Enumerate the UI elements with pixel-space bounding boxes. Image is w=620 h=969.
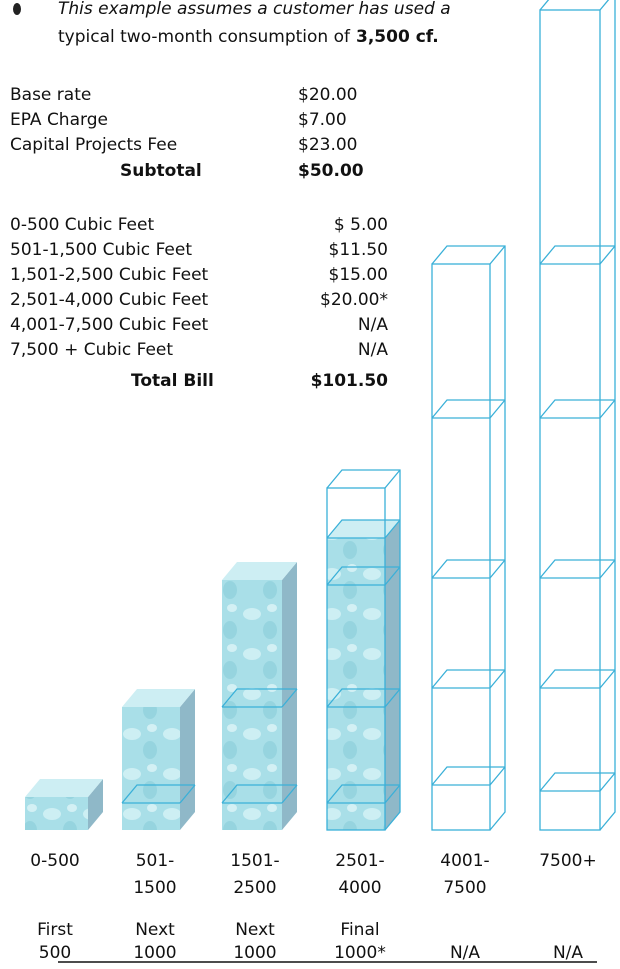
page: {"intro": {"line1": "This example assume… bbox=[0, 0, 620, 965]
tier-amount: $15.00 bbox=[329, 265, 388, 285]
box-outline bbox=[432, 246, 505, 830]
step-label: Final bbox=[340, 920, 379, 940]
column-box bbox=[432, 246, 505, 830]
tier-label: 7,500 + Cubic Feet bbox=[10, 340, 173, 360]
box-outline bbox=[540, 0, 615, 830]
column-box bbox=[122, 689, 195, 830]
tier-amount: $11.50 bbox=[329, 240, 388, 260]
level-line bbox=[490, 400, 505, 418]
water-front bbox=[122, 707, 180, 830]
tier-amount: $20.00* bbox=[320, 290, 388, 310]
tier-amount: N/A bbox=[358, 340, 388, 360]
box-outline bbox=[540, 10, 600, 830]
range-label: 4001- bbox=[440, 851, 489, 871]
level-line bbox=[540, 670, 615, 688]
total-label: Total Bill bbox=[131, 371, 214, 391]
tier-amount: N/A bbox=[358, 315, 388, 335]
tier-label: 1,501-2,500 Cubic Feet bbox=[10, 265, 209, 285]
column-box bbox=[327, 470, 400, 830]
step-label: N/A bbox=[553, 943, 583, 963]
box-outline bbox=[600, 0, 615, 10]
fee-amount: $7.00 bbox=[298, 110, 347, 130]
box-outline bbox=[490, 246, 505, 264]
tier-label: 4,001-7,500 Cubic Feet bbox=[10, 315, 209, 335]
column-box bbox=[540, 0, 615, 830]
level-line bbox=[540, 560, 615, 578]
range-label: 2500 bbox=[233, 878, 276, 898]
step-label: 500 bbox=[39, 943, 71, 963]
infographic: This example assumes a customer has used… bbox=[0, 0, 620, 965]
level-line bbox=[600, 560, 615, 578]
bullet bbox=[13, 3, 21, 15]
subtotal-label: Subtotal bbox=[120, 161, 202, 181]
step-label: 1000 bbox=[133, 943, 176, 963]
range-label: 7500 bbox=[443, 878, 486, 898]
level-line bbox=[600, 773, 615, 791]
level-line bbox=[540, 773, 615, 791]
water-side bbox=[180, 689, 195, 830]
level-line bbox=[432, 670, 505, 688]
tier-label: 501-1,500 Cubic Feet bbox=[10, 240, 192, 260]
step-label: N/A bbox=[450, 943, 480, 963]
intro-line: typical two-month consumption of bbox=[58, 27, 351, 47]
range-label: 501- bbox=[136, 851, 175, 871]
total-amount: $101.50 bbox=[311, 371, 389, 391]
box-outline bbox=[432, 264, 490, 830]
step-label: 1000 bbox=[233, 943, 276, 963]
water-front bbox=[327, 538, 385, 830]
step-label: Next bbox=[235, 920, 275, 940]
level-line bbox=[490, 767, 505, 785]
level-line bbox=[490, 560, 505, 578]
level-line bbox=[540, 400, 615, 418]
tier-amount: $ 5.00 bbox=[334, 215, 388, 235]
tier-label: 2,501-4,000 Cubic Feet bbox=[10, 290, 209, 310]
level-line bbox=[540, 246, 615, 264]
water-front bbox=[25, 797, 88, 830]
range-label: 7500+ bbox=[539, 851, 597, 871]
range-label: 4000 bbox=[338, 878, 381, 898]
step-label: 1000* bbox=[334, 943, 386, 963]
fee-label: Base rate bbox=[10, 85, 91, 105]
fee-amount: $23.00 bbox=[298, 135, 357, 155]
level-line bbox=[600, 670, 615, 688]
tier-label: 0-500 Cubic Feet bbox=[10, 215, 154, 235]
intro-emphasis: 3,500 cf. bbox=[356, 27, 439, 47]
fee-label: EPA Charge bbox=[10, 110, 108, 130]
step-label: Next bbox=[135, 920, 175, 940]
range-label: 2501- bbox=[335, 851, 384, 871]
step-label: First bbox=[37, 920, 73, 940]
water-side bbox=[282, 562, 297, 830]
text-layer: This example assumes a customer has used… bbox=[10, 0, 597, 963]
level-line bbox=[600, 400, 615, 418]
fee-label: Capital Projects Fee bbox=[10, 135, 177, 155]
level-line bbox=[432, 560, 505, 578]
range-label: 1501- bbox=[230, 851, 279, 871]
intro-line: This example assumes a customer has used… bbox=[58, 0, 451, 19]
box-outline bbox=[385, 470, 400, 488]
level-line bbox=[600, 246, 615, 264]
fee-amount: $20.00 bbox=[298, 85, 357, 105]
subtotal-amount: $50.00 bbox=[298, 161, 364, 181]
range-label: 1500 bbox=[133, 878, 176, 898]
range-label: 0-500 bbox=[30, 851, 79, 871]
level-line bbox=[432, 400, 505, 418]
column-box bbox=[222, 562, 297, 830]
level-line bbox=[490, 670, 505, 688]
level-line bbox=[432, 767, 505, 785]
column-box bbox=[25, 779, 103, 830]
